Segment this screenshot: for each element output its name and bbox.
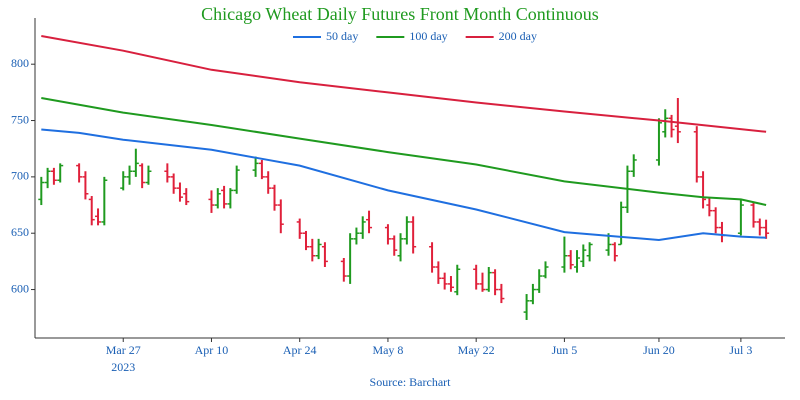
source-note: Source: Barchart [370,375,452,389]
chart-title: Chicago Wheat Daily Futures Front Month … [201,4,599,24]
x-tick-label: May 22 [458,343,495,357]
y-tick-label: 800 [11,56,29,70]
y-tick-label: 700 [11,169,29,183]
y-tick-label: 650 [11,225,29,239]
x-tick-label: Apr 10 [195,343,229,357]
x-tick-label: Apr 24 [283,343,317,357]
legend-label: 200 day [499,29,537,43]
x-tick-label: Jun 5 [552,343,578,357]
x-tick-label: Jul 3 [729,343,752,357]
x-year-label: 2023 [111,360,135,374]
x-tick-label: Jun 20 [643,343,675,357]
y-tick-label: 600 [11,281,29,295]
moving-average-line [41,35,767,133]
x-tick-label: May 8 [372,343,403,357]
moving-average-line [41,128,767,242]
legend-label: 100 day [409,29,447,43]
x-tick-label: Mar 27 [106,343,141,357]
moving-average-line [41,97,767,206]
y-tick-label: 750 [11,112,29,126]
legend-label: 50 day [326,29,358,43]
